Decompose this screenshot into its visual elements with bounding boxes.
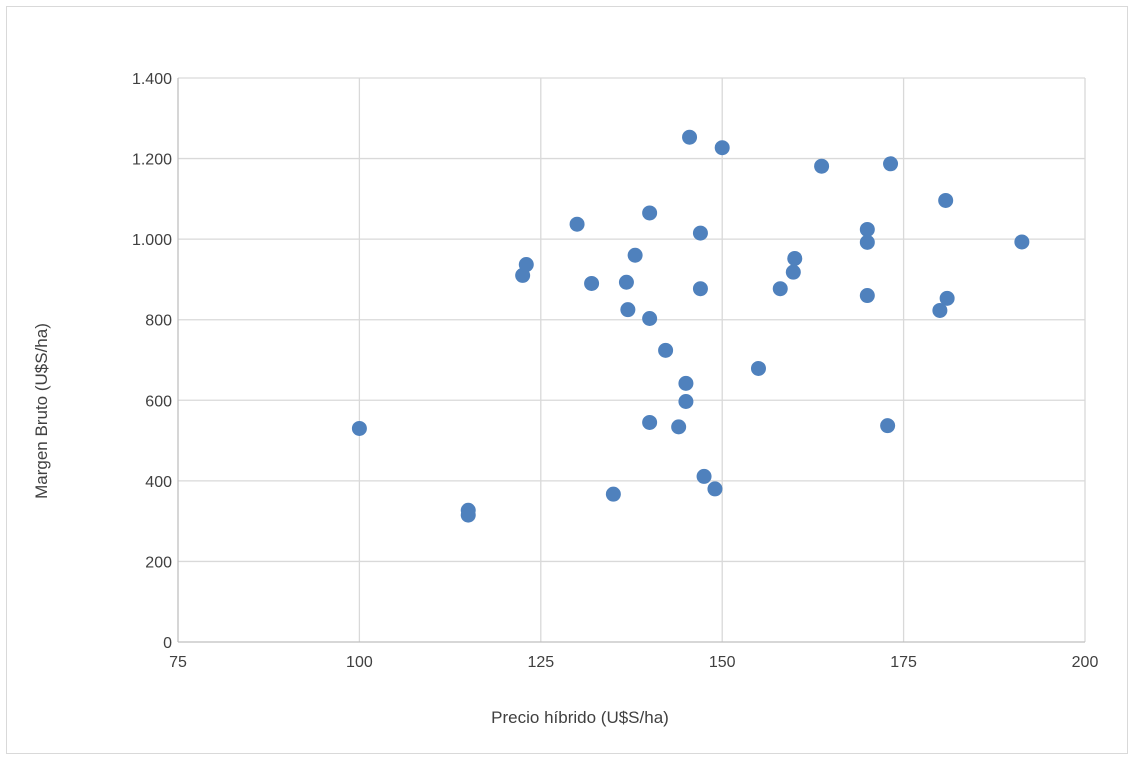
- data-points: [351, 129, 1030, 523]
- y-tick-label: 200: [145, 554, 172, 571]
- data-point: [707, 481, 723, 497]
- data-point: [460, 507, 476, 523]
- data-point: [880, 418, 896, 434]
- y-tick-labels: 0 200 400 600 800 1.000 1.200 1.400: [132, 71, 172, 652]
- x-tick-label: 175: [890, 654, 917, 671]
- y-axis-title: Margen Bruto (U$S/ha): [32, 323, 51, 499]
- data-point: [678, 393, 694, 409]
- data-point: [859, 288, 875, 304]
- y-tick-label: 800: [145, 313, 172, 330]
- y-tick-label: 1.400: [132, 71, 172, 88]
- data-point: [620, 302, 636, 318]
- x-tick-label: 125: [527, 654, 554, 671]
- data-point: [932, 302, 948, 318]
- data-point: [787, 250, 803, 266]
- chart-area: [6, 6, 1128, 754]
- data-point: [750, 360, 766, 376]
- x-tick-label: 100: [346, 654, 373, 671]
- y-tick-label: 1.200: [132, 152, 172, 169]
- x-tick-label: 150: [709, 654, 736, 671]
- data-point: [692, 281, 708, 297]
- data-point: [351, 420, 367, 436]
- data-point: [642, 414, 658, 430]
- data-point: [714, 140, 730, 156]
- data-point: [627, 247, 643, 263]
- data-point: [518, 257, 534, 273]
- data-point: [658, 342, 674, 358]
- horizontal-gridlines: [178, 77, 1085, 563]
- data-point: [772, 281, 788, 297]
- vertical-gridlines: [358, 78, 1086, 642]
- data-point: [682, 129, 698, 145]
- data-point: [642, 205, 658, 221]
- data-point: [785, 264, 801, 280]
- data-point: [678, 375, 694, 391]
- x-tick-labels: 75 100 125 150 175 200: [169, 654, 1098, 671]
- data-point: [859, 234, 875, 250]
- data-point: [859, 221, 875, 237]
- data-point: [618, 274, 634, 290]
- data-point: [692, 225, 708, 241]
- data-point: [939, 290, 955, 306]
- y-tick-label: 400: [145, 474, 172, 491]
- data-point: [642, 311, 658, 327]
- data-point: [1014, 234, 1030, 250]
- data-point: [696, 468, 712, 484]
- y-tick-label: 1.000: [132, 232, 172, 249]
- x-tick-label: 75: [169, 654, 187, 671]
- x-axis-title: Precio híbrido (U$S/ha): [491, 708, 669, 727]
- data-point: [605, 486, 621, 502]
- y-tick-label: 600: [145, 393, 172, 410]
- data-point: [569, 216, 585, 232]
- data-point: [938, 192, 954, 208]
- data-point: [671, 419, 687, 435]
- x-axis: [177, 78, 1085, 643]
- data-point: [584, 275, 600, 291]
- x-tick-label: 200: [1072, 654, 1099, 671]
- data-point: [814, 158, 830, 174]
- y-tick-label: 0: [163, 635, 172, 652]
- data-point: [883, 156, 899, 172]
